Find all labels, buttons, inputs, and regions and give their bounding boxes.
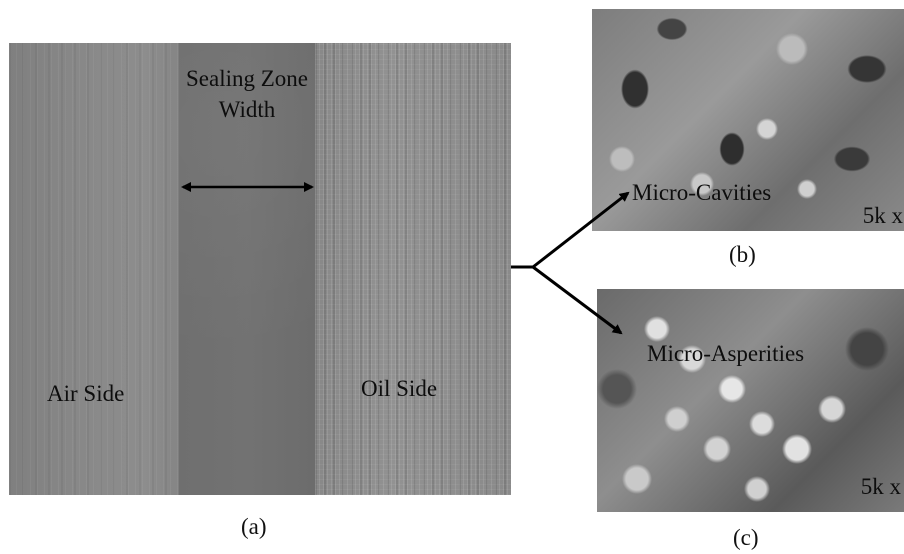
air-side-zone: [9, 43, 179, 495]
caption-c: (c): [733, 525, 759, 550]
magnification-label-c: 5k x: [860, 474, 901, 499]
arrow-to-micro-cavities: [532, 191, 630, 269]
sem-micro-asperities-image: Micro-Asperities 5k x: [597, 289, 904, 512]
arrow-to-micro-asperities: [532, 265, 623, 335]
sealing-zone-width-label: Sealing Zone Width: [186, 66, 308, 122]
caption-b: (b): [729, 242, 756, 267]
micro-asperities-texture: [597, 289, 904, 512]
caption-a: (a): [241, 514, 267, 539]
sem-overview-image: Air Side Sealing Zone Width Oil Side: [9, 43, 511, 495]
sealing-zone: [179, 43, 315, 495]
micro-cavities-label: Micro-Cavities: [632, 180, 772, 205]
air-side-label: Air Side: [47, 381, 125, 406]
oil-side-zone: [315, 43, 511, 495]
oil-side-label: Oil Side: [361, 376, 438, 401]
magnification-label-b: 5k x: [862, 203, 903, 228]
micro-cavities-texture: [592, 9, 904, 231]
sem-micro-cavities-image: Micro-Cavities 5k x: [592, 9, 904, 231]
micro-asperities-label: Micro-Asperities: [647, 341, 805, 366]
